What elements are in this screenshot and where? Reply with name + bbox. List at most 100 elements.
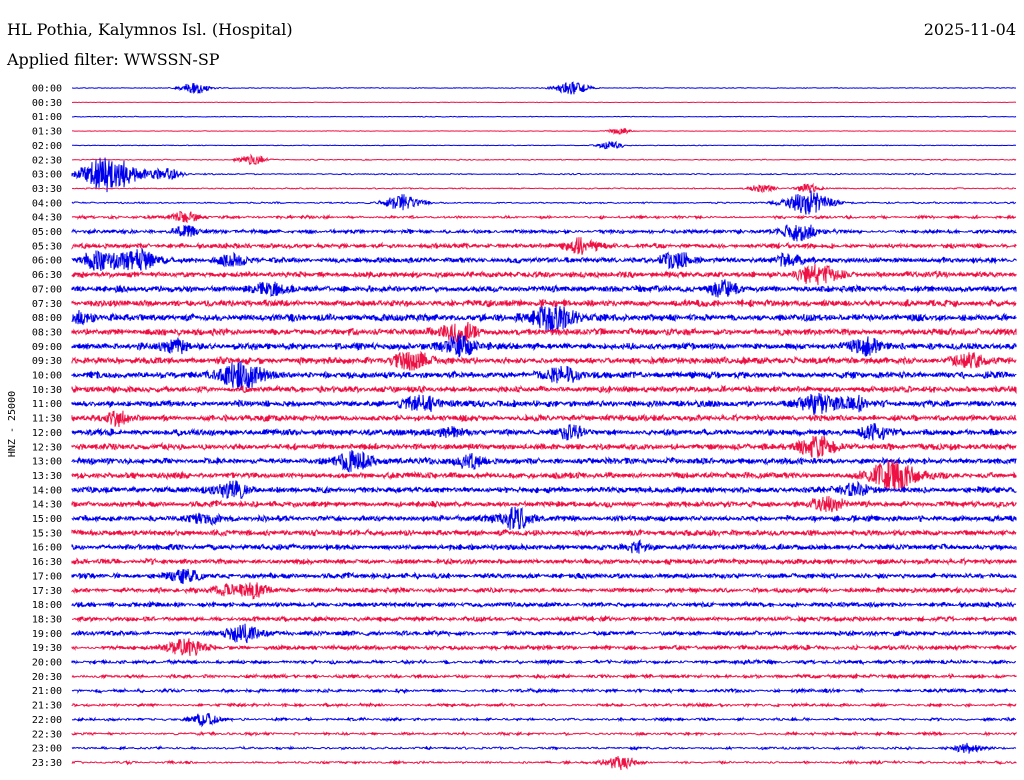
seismic-trace <box>71 672 1017 680</box>
y-axis-label: HNZ - 25000 <box>7 391 18 457</box>
trace-rows: 00:00 00:30 01:00 01:30 02:00 02:30 03:00 03:30… <box>32 81 1017 771</box>
seismic-trace <box>71 157 1017 193</box>
row-time-label: 11:00 <box>32 399 62 410</box>
seismic-trace <box>71 600 1017 609</box>
seismic-trace <box>71 730 1017 737</box>
row-time-label: 17:30 <box>32 586 62 597</box>
row-time-label: 21:30 <box>32 701 62 712</box>
seismic-trace <box>71 582 1017 600</box>
seismic-trace <box>71 279 1017 298</box>
row-time-label: 09:00 <box>32 342 62 353</box>
seismic-trace <box>71 459 1017 492</box>
row-time-label: 15:30 <box>32 528 62 539</box>
row-time-label: 05:00 <box>32 227 62 238</box>
row-time-label: 23:00 <box>32 744 62 755</box>
row-time-label: 18:30 <box>32 614 62 625</box>
row-time-label: 10:30 <box>32 385 62 396</box>
row-time-label: 06:00 <box>32 256 62 267</box>
row-time-label: 03:30 <box>32 184 62 195</box>
date-label: 2025-11-04 <box>923 20 1016 39</box>
row-time-label: 13:00 <box>32 457 62 468</box>
seismic-trace <box>71 557 1017 567</box>
row-time-label: 08:30 <box>32 327 62 338</box>
seismic-trace <box>71 568 1017 585</box>
row-time-label: 16:00 <box>32 543 62 554</box>
row-time-label: 19:30 <box>32 643 62 654</box>
row-time-label: 22:30 <box>32 729 62 740</box>
row-time-label: 12:30 <box>32 442 62 453</box>
row-time-label: 16:30 <box>32 557 62 568</box>
seismic-trace <box>71 638 1017 657</box>
filter-label: Applied filter: WWSSN-SP <box>7 50 220 69</box>
row-time-label: 07:00 <box>32 284 62 295</box>
row-time-label: 13:30 <box>32 471 62 482</box>
seismic-trace <box>71 450 1017 473</box>
seismic-trace <box>71 264 1017 286</box>
seismic-trace <box>71 237 1017 255</box>
seismic-trace <box>71 297 1017 309</box>
seismic-trace <box>71 495 1017 513</box>
seismic-trace <box>72 128 1016 135</box>
seismic-trace <box>71 480 1017 499</box>
row-time-label: 22:00 <box>32 715 62 726</box>
seismic-trace <box>71 701 1017 709</box>
row-time-label: 07:30 <box>32 299 62 310</box>
row-time-label: 11:30 <box>32 414 62 425</box>
station-title: HL Pothia, Kalymnos Isl. (Hospital) <box>7 20 293 39</box>
row-time-label: 12:00 <box>32 428 62 439</box>
row-time-label: 03:00 <box>32 170 62 181</box>
seismic-trace <box>71 756 1017 771</box>
seismic-trace <box>71 334 1017 358</box>
row-time-label: 21:00 <box>32 686 62 697</box>
seismic-trace <box>71 182 1017 194</box>
row-time-label: 15:00 <box>32 514 62 525</box>
row-time-label: 06:30 <box>32 270 62 281</box>
row-time-label: 14:00 <box>32 485 62 496</box>
row-time-label: 17:00 <box>32 571 62 582</box>
row-time-label: 04:00 <box>32 198 62 209</box>
seismic-trace <box>71 350 1017 371</box>
seismic-trace <box>72 140 1017 150</box>
row-time-label: 01:00 <box>32 112 62 123</box>
seismic-trace <box>71 423 1017 441</box>
seismic-trace <box>71 658 1017 666</box>
seismic-trace <box>71 321 1017 345</box>
row-time-label: 02:30 <box>32 155 62 166</box>
seismic-trace <box>71 687 1017 695</box>
seismic-trace <box>71 81 1017 95</box>
row-time-label: 14:30 <box>32 500 62 511</box>
row-time-label: 23:30 <box>32 758 62 769</box>
row-time-label: 01:30 <box>32 127 62 138</box>
seismic-trace <box>71 528 1017 538</box>
seismic-trace <box>71 361 1017 391</box>
row-time-label: 09:30 <box>32 356 62 367</box>
row-time-label: 10:00 <box>32 371 62 382</box>
seismic-trace <box>71 623 1017 644</box>
seismic-trace <box>71 713 1017 728</box>
row-time-label: 05:30 <box>32 241 62 252</box>
seismic-trace <box>71 742 1017 754</box>
seismic-trace <box>71 224 1017 242</box>
seismic-trace <box>72 153 1017 165</box>
seismic-trace <box>71 410 1017 428</box>
seismic-trace <box>71 101 1017 104</box>
row-time-label: 20:30 <box>32 672 62 683</box>
seismic-trace <box>71 384 1017 395</box>
seismic-trace <box>71 210 1017 224</box>
row-time-label: 08:00 <box>32 313 62 324</box>
seismic-trace <box>71 190 1017 215</box>
row-time-label: 02:00 <box>32 141 62 152</box>
row-time-label: 20:00 <box>32 658 62 669</box>
row-time-label: 00:30 <box>32 98 62 109</box>
seismic-trace <box>71 539 1017 554</box>
row-time-label: 00:00 <box>32 84 62 95</box>
seismic-trace <box>71 305 1017 334</box>
seismic-trace <box>71 614 1017 623</box>
seismic-trace <box>71 115 1017 118</box>
seismic-trace <box>71 435 1017 458</box>
row-time-label: 18:00 <box>32 600 62 611</box>
seismic-trace <box>71 506 1017 530</box>
seismic-trace <box>71 248 1017 271</box>
seismic-trace <box>71 392 1017 415</box>
